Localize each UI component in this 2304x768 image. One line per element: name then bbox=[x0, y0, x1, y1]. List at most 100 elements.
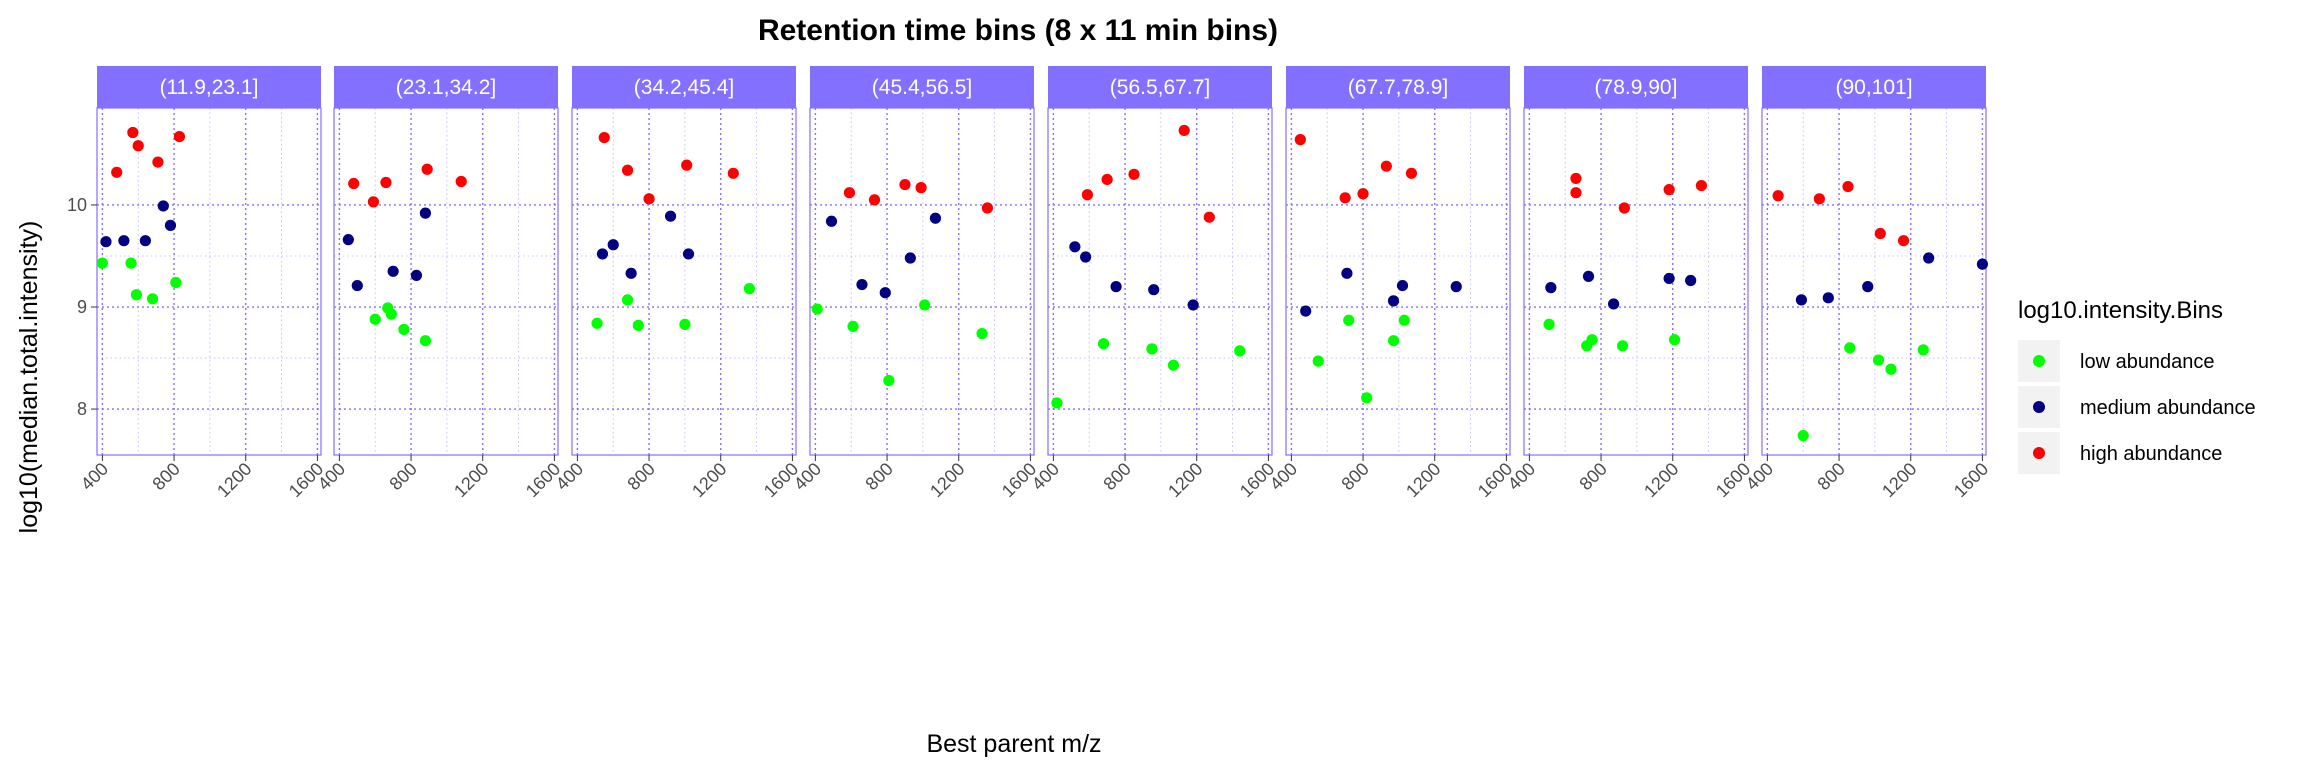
point-medium-abundance bbox=[904, 252, 916, 264]
point-low-abundance bbox=[1586, 334, 1598, 346]
facet-strip-label: (23.1,34.2] bbox=[396, 76, 496, 99]
y-tick-label: 9 bbox=[77, 297, 87, 317]
point-high-abundance bbox=[643, 193, 655, 205]
point-high-abundance bbox=[1380, 160, 1392, 172]
point-low-abundance bbox=[1051, 397, 1063, 409]
facet-strip-label: (11.9,23.1] bbox=[160, 76, 259, 99]
facet-panel: (90,101] 400 800 1200 1600 bbox=[1742, 66, 1992, 501]
point-high-abundance bbox=[367, 196, 380, 208]
point-high-abundance bbox=[1081, 189, 1094, 201]
point-medium-abundance bbox=[118, 235, 130, 247]
x-tick-label: 400 bbox=[1266, 459, 1301, 494]
point-high-abundance bbox=[127, 126, 139, 139]
facet-panel: (56.5,67.7]400 800 1200 1600 bbox=[1028, 66, 1278, 501]
point-high-abundance bbox=[1813, 193, 1825, 205]
point-low-abundance bbox=[1885, 363, 1897, 375]
legend-swatch bbox=[2033, 447, 2045, 459]
point-low-abundance bbox=[919, 299, 931, 311]
point-low-abundance bbox=[398, 323, 410, 336]
y-tick-label: 8 bbox=[77, 399, 87, 419]
point-low-abundance bbox=[1398, 314, 1410, 326]
x-tick-label: 400 bbox=[1504, 459, 1539, 494]
point-low-abundance bbox=[1872, 354, 1885, 366]
point-medium-abundance bbox=[387, 265, 399, 277]
facet-panel: (78.9,90]400 800 1200 1600 bbox=[1504, 66, 1754, 501]
point-high-abundance bbox=[380, 176, 392, 189]
legend-swatch bbox=[2033, 401, 2045, 413]
panel-border bbox=[1285, 107, 1511, 456]
point-high-abundance bbox=[681, 159, 693, 171]
point-medium-abundance bbox=[419, 207, 431, 219]
facet-panel: (23.1,34.2]400 800 1200 1600 bbox=[314, 66, 564, 501]
point-high-abundance bbox=[1178, 124, 1190, 137]
point-high-abundance bbox=[621, 164, 634, 176]
facet-strip bbox=[572, 66, 796, 108]
point-high-abundance bbox=[598, 131, 610, 144]
point-high-abundance bbox=[348, 177, 360, 190]
point-medium-abundance bbox=[139, 235, 151, 247]
point-medium-abundance bbox=[1187, 299, 1199, 311]
point-high-abundance bbox=[1772, 190, 1784, 202]
point-low-abundance bbox=[591, 317, 603, 329]
facet-strip-label: (45.4,56.5] bbox=[872, 76, 972, 99]
point-high-abundance bbox=[111, 166, 123, 178]
point-medium-abundance bbox=[1862, 281, 1874, 293]
x-tick-label: 800 bbox=[861, 459, 896, 494]
point-medium-abundance bbox=[856, 278, 868, 291]
x-tick-label: 800 bbox=[148, 459, 183, 494]
point-medium-abundance bbox=[825, 215, 838, 227]
point-low-abundance bbox=[1616, 340, 1629, 352]
x-tick-label: 400 bbox=[1028, 459, 1063, 494]
y-tick-label: 10 bbox=[67, 195, 87, 215]
x-tick-label: 1200 bbox=[1164, 459, 1206, 501]
facet-strip bbox=[810, 66, 1034, 108]
point-medium-abundance bbox=[351, 279, 363, 292]
facet-strip bbox=[97, 66, 321, 108]
point-low-abundance bbox=[743, 283, 756, 295]
point-high-abundance bbox=[1618, 202, 1630, 214]
panel-border bbox=[809, 107, 1035, 456]
legend-label: medium abundance bbox=[2080, 397, 2256, 419]
point-medium-abundance bbox=[1923, 252, 1935, 264]
point-low-abundance bbox=[1167, 359, 1180, 371]
point-medium-abundance bbox=[157, 200, 169, 212]
point-high-abundance bbox=[868, 194, 881, 206]
point-low-abundance bbox=[385, 308, 397, 320]
x-tick-label: 800 bbox=[1575, 459, 1610, 494]
point-low-abundance bbox=[1146, 343, 1158, 355]
point-low-abundance bbox=[1312, 355, 1324, 367]
legend-label: low abundance bbox=[2080, 351, 2215, 373]
point-medium-abundance bbox=[1387, 295, 1400, 307]
point-high-abundance bbox=[1570, 172, 1582, 185]
y-axis-title: log10(median.total.intensity) bbox=[15, 221, 43, 534]
point-high-abundance bbox=[1101, 173, 1113, 186]
point-high-abundance bbox=[1128, 168, 1140, 180]
x-tick-label: 1200 bbox=[688, 459, 730, 501]
facet-panels: (11.9,23.1] 400 800 1200 1600 (23.1,34.2] 400 8… bbox=[67, 66, 1992, 501]
point-low-abundance bbox=[146, 293, 159, 305]
legend-label: high abundance bbox=[2080, 443, 2222, 465]
point-high-abundance bbox=[981, 202, 994, 214]
point-high-abundance bbox=[1339, 192, 1351, 204]
point-low-abundance bbox=[1387, 335, 1400, 347]
x-tick-label: 1200 bbox=[926, 459, 968, 501]
x-tick-label: 400 bbox=[1742, 459, 1777, 494]
point-medium-abundance bbox=[664, 210, 677, 222]
x-tick-label: 1200 bbox=[1878, 459, 1920, 501]
point-medium-abundance bbox=[625, 267, 637, 279]
facet-strip-label: (67.7,78.9] bbox=[1348, 76, 1448, 99]
point-medium-abundance bbox=[1069, 241, 1081, 253]
x-tick-label: 800 bbox=[385, 459, 420, 494]
point-low-abundance bbox=[130, 289, 143, 301]
facet-strip bbox=[1048, 66, 1272, 108]
legend-swatch bbox=[2033, 355, 2045, 367]
facet-strip-label: (34.2,45.4] bbox=[634, 76, 734, 99]
point-medium-abundance bbox=[1663, 272, 1675, 285]
point-medium-abundance bbox=[879, 287, 891, 299]
point-high-abundance bbox=[455, 175, 467, 188]
panel-border bbox=[1523, 107, 1749, 456]
point-high-abundance bbox=[1695, 179, 1708, 192]
x-tick-label: 1200 bbox=[213, 459, 255, 501]
point-low-abundance bbox=[125, 257, 137, 269]
